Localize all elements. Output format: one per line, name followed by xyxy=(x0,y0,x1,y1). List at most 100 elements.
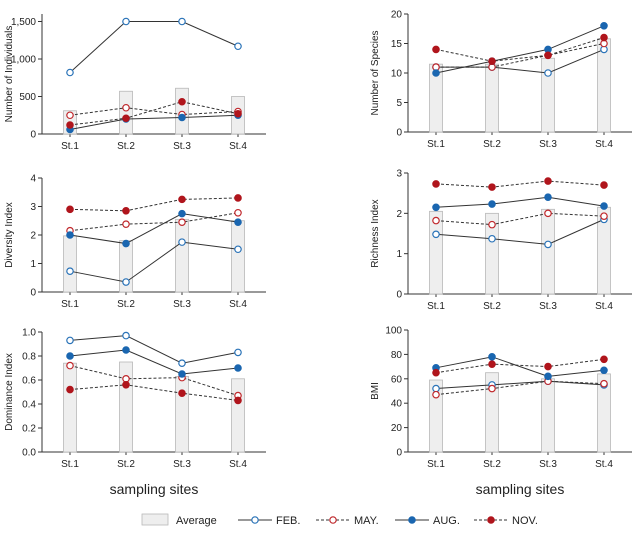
data-point-aug xyxy=(432,69,440,77)
x-tick-label: St.3 xyxy=(539,459,557,470)
chart-panel-1: 0 500 1,000 1,500 St.1 St.2 St.3 St.4 Number of … xyxy=(4,14,266,152)
x-tick-label: St.2 xyxy=(483,301,501,312)
x-tick-label: St.3 xyxy=(173,141,191,152)
average-bar xyxy=(175,218,189,293)
y-tick-label: 80 xyxy=(391,350,403,361)
average-bar xyxy=(175,375,189,453)
y-tick-label: 0.4 xyxy=(22,400,36,411)
data-point-may xyxy=(488,384,496,393)
data-point-feb xyxy=(234,348,242,357)
x-tick-label: St.1 xyxy=(427,301,445,312)
data-point-nov xyxy=(234,109,242,118)
y-tick-label: 0 xyxy=(396,448,402,459)
y-tick-label: 15 xyxy=(391,39,403,50)
y-axis-label: Number of Individuals xyxy=(4,26,15,123)
x-tick-label: St.4 xyxy=(595,301,613,312)
series-line-aug xyxy=(69,114,239,130)
average-bar xyxy=(541,378,555,453)
series-line-aug xyxy=(69,213,239,245)
x-tick-label: St.1 xyxy=(61,141,79,152)
legend-aug-marker xyxy=(408,516,416,524)
average-bar xyxy=(231,220,245,293)
data-point-nov xyxy=(122,206,130,215)
data-point-aug xyxy=(432,203,440,212)
x-tick-label: St.4 xyxy=(229,141,247,152)
legend-feb-label: FEB. xyxy=(276,515,300,527)
data-point-nov xyxy=(600,181,608,189)
data-point-aug xyxy=(234,364,242,372)
y-tick-label: 10 xyxy=(391,69,403,80)
y-tick-label: 500 xyxy=(19,92,36,103)
y-axis-label: Diversity Index xyxy=(4,202,15,268)
average-bar xyxy=(63,235,77,293)
data-point-aug xyxy=(488,200,496,208)
y-tick-label: 1 xyxy=(30,259,36,270)
y-tick-label: 60 xyxy=(391,374,403,385)
data-point-feb xyxy=(122,278,130,286)
data-point-feb xyxy=(544,240,552,249)
y-tick-label: 3 xyxy=(30,202,36,213)
y-tick-label: 0 xyxy=(396,128,402,139)
data-point-nov xyxy=(234,194,242,202)
x-tick-label: St.3 xyxy=(173,459,191,470)
data-point-may xyxy=(66,361,74,370)
data-point-aug xyxy=(66,231,74,239)
x-tick-label: St.2 xyxy=(117,459,135,470)
data-point-nov xyxy=(544,362,552,371)
x-tick-label: St.1 xyxy=(61,299,79,310)
series-line-feb xyxy=(69,241,239,283)
data-point-aug xyxy=(600,366,608,375)
data-point-feb xyxy=(178,238,186,246)
average-bar xyxy=(429,210,443,295)
data-point-feb xyxy=(122,17,130,26)
y-tick-label: 1,000 xyxy=(11,55,36,66)
data-point-aug xyxy=(488,353,496,361)
series-line-feb xyxy=(435,380,605,390)
y-tick-label: 0 xyxy=(396,290,402,301)
data-point-may xyxy=(600,379,608,388)
x-tick-label: St.2 xyxy=(117,141,135,152)
x-tick-label: St.3 xyxy=(539,139,557,150)
data-point-aug xyxy=(178,209,186,218)
average-bar xyxy=(119,90,133,135)
data-point-aug xyxy=(122,346,130,354)
x-tick-label: St.4 xyxy=(229,459,247,470)
y-tick-label: 2 xyxy=(30,231,36,242)
data-point-feb xyxy=(178,17,186,26)
series-line-nov xyxy=(435,180,605,188)
x-tick-label: St.4 xyxy=(595,459,613,470)
average-bar xyxy=(485,63,499,133)
x-axis-label-left: sampling sites xyxy=(110,481,199,497)
data-point-nov xyxy=(544,51,552,60)
data-point-nov xyxy=(432,180,440,188)
data-point-aug xyxy=(600,21,608,30)
data-point-nov xyxy=(66,121,74,129)
data-point-nov xyxy=(178,195,186,204)
data-point-aug xyxy=(178,113,186,122)
y-tick-label: 100 xyxy=(385,326,402,337)
data-point-feb xyxy=(544,69,552,77)
y-axis-label: Richness Index xyxy=(370,199,381,267)
series-line-nov xyxy=(69,101,239,126)
data-point-feb xyxy=(122,331,130,340)
series-line-aug xyxy=(435,196,605,208)
legend-feb-marker xyxy=(251,516,259,524)
data-point-may xyxy=(600,212,608,220)
y-tick-label: 1.0 xyxy=(22,328,36,339)
data-point-nov xyxy=(234,396,242,405)
series-line-may xyxy=(69,365,239,397)
series-line-feb xyxy=(69,21,239,73)
data-point-nov xyxy=(122,114,130,123)
y-axis-label: Number of Species xyxy=(370,30,381,115)
data-point-may xyxy=(488,220,496,229)
data-point-nov xyxy=(600,355,608,364)
y-axis-label: Dominance Index xyxy=(4,353,15,431)
legend-average-label: Average xyxy=(176,515,217,527)
y-tick-label: 0.2 xyxy=(22,424,36,435)
data-point-nov xyxy=(178,389,186,398)
y-tick-label: 2 xyxy=(396,209,402,220)
x-tick-label: St.3 xyxy=(173,299,191,310)
data-point-aug xyxy=(544,193,552,202)
